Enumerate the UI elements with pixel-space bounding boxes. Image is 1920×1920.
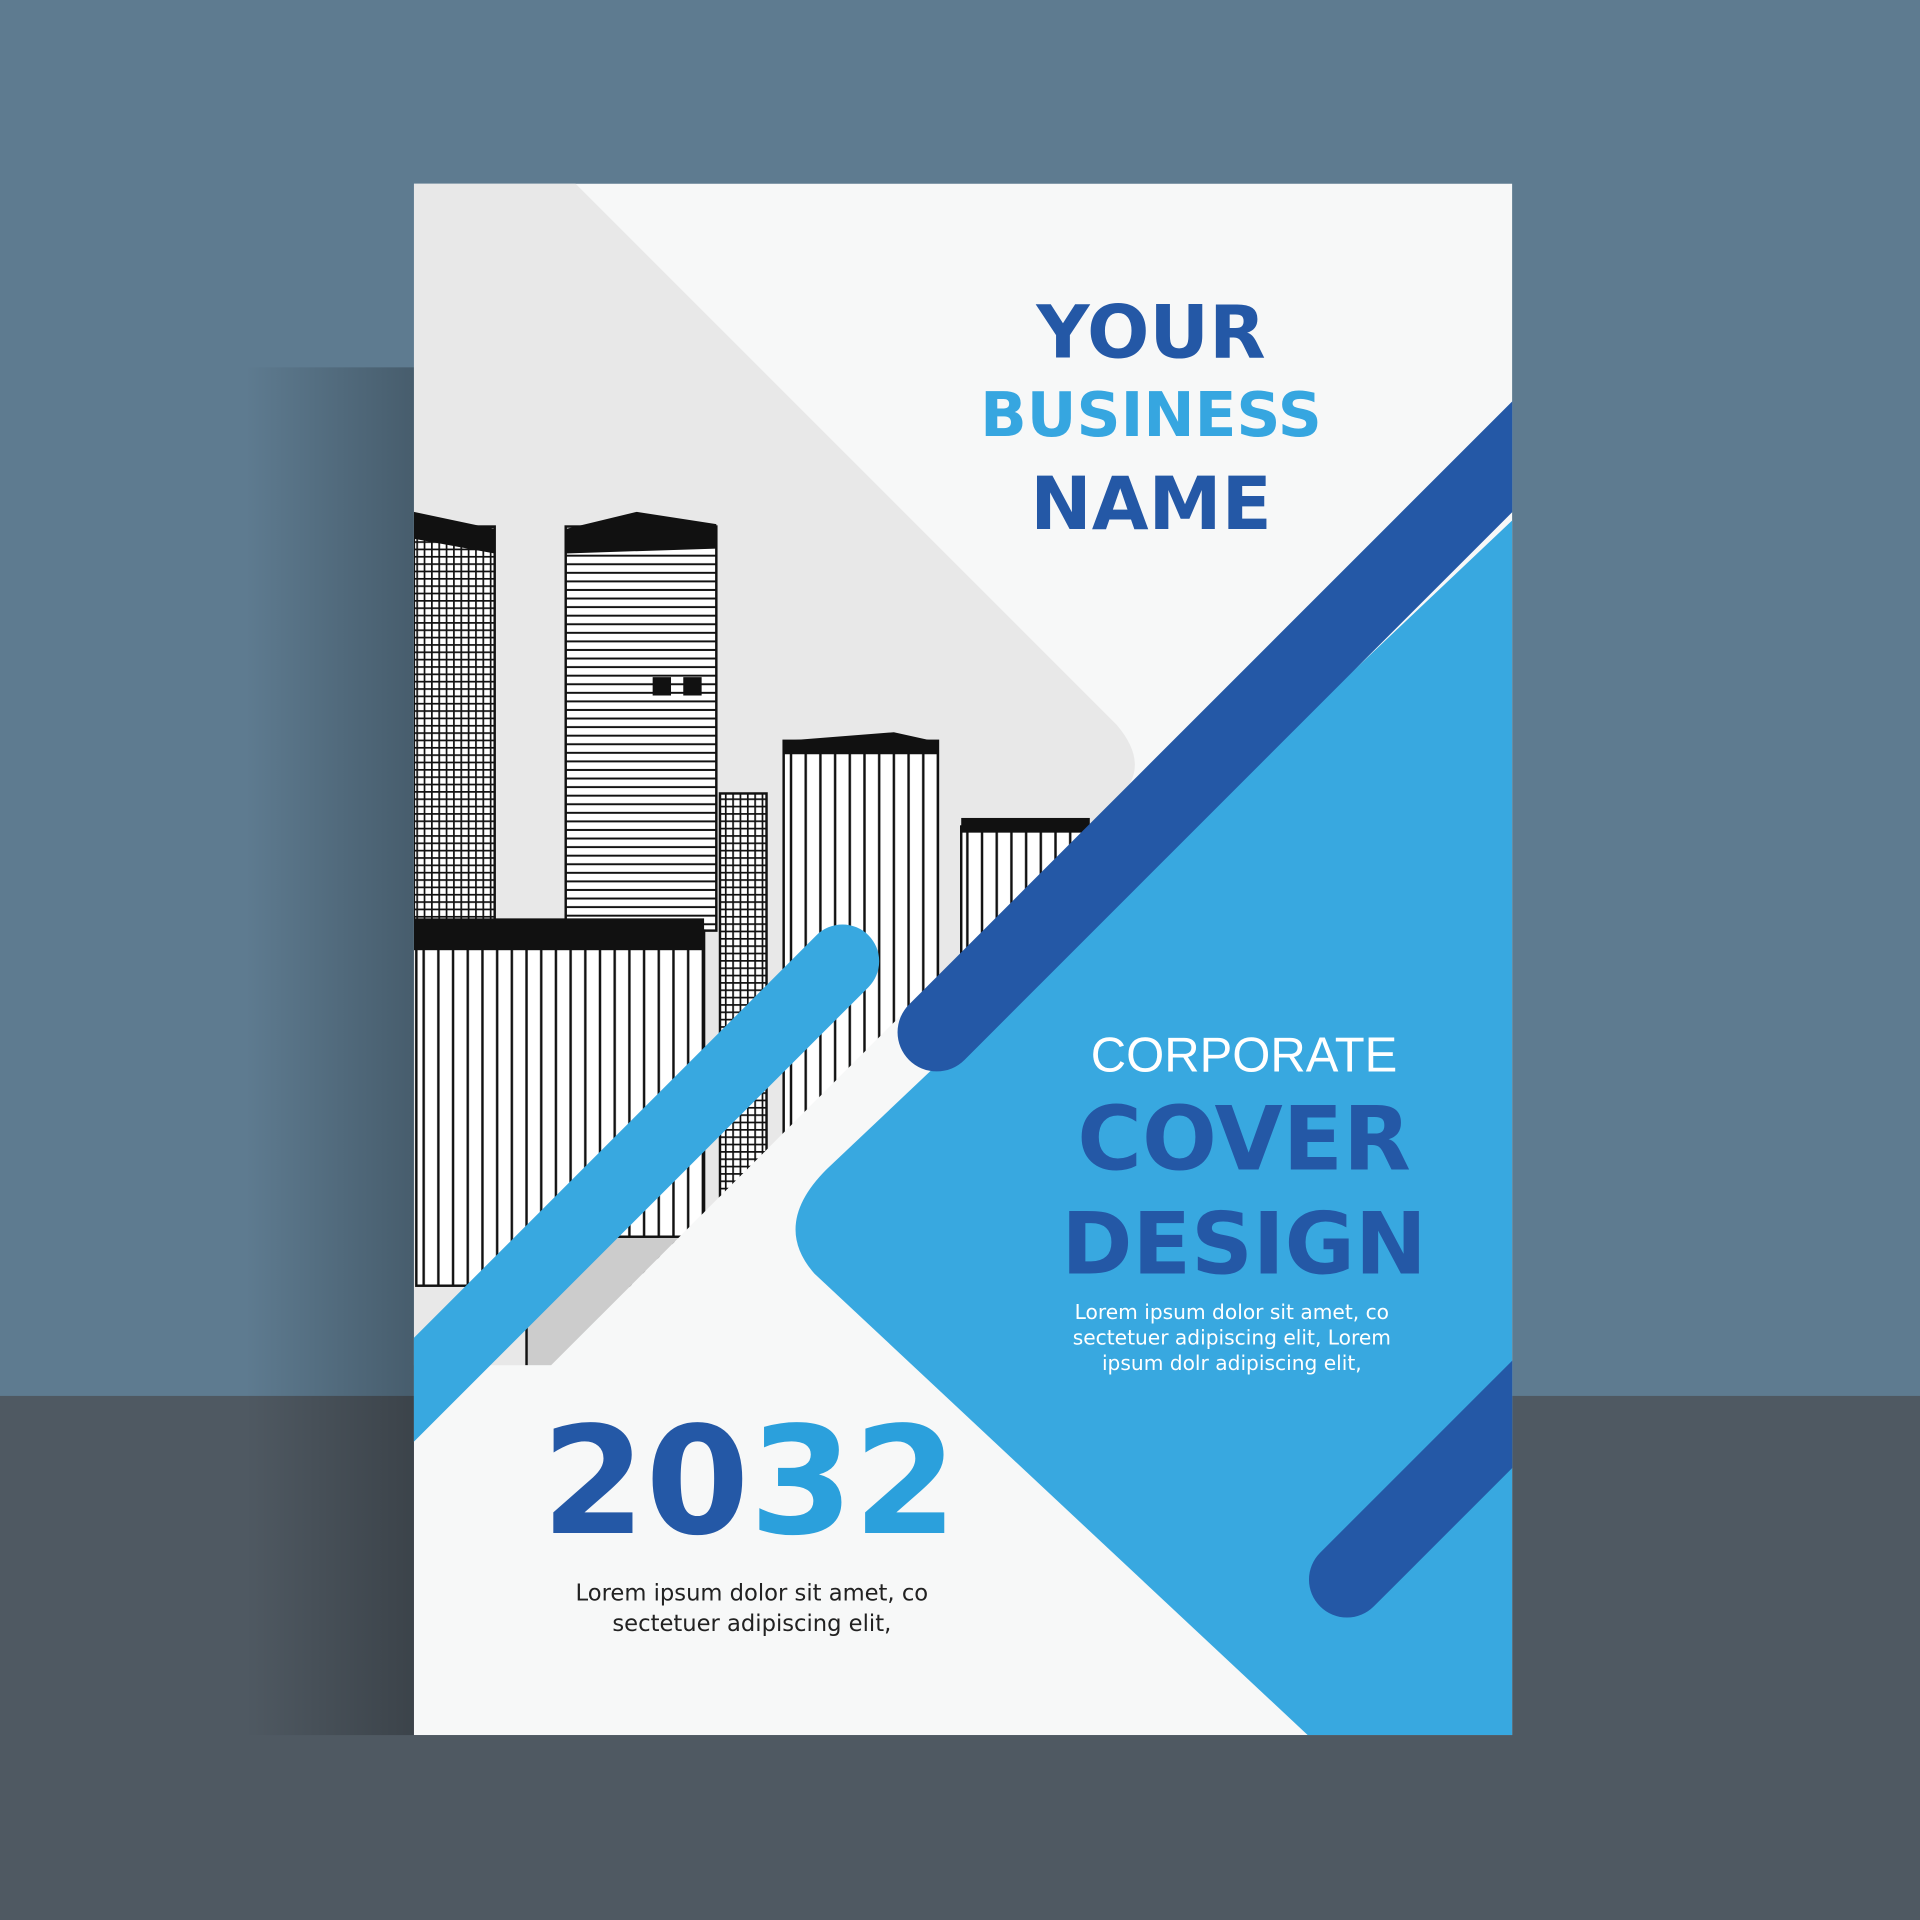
light-blue-panel — [795, 520, 1513, 1736]
footer-line: sectetuer adipiscing elit, — [612, 1611, 891, 1637]
building-roof — [413, 511, 495, 554]
blurb-line: sectetuer adipiscing elit, Lorem — [1073, 1325, 1391, 1349]
cover-shadow — [244, 367, 417, 1736]
building-roof — [783, 732, 938, 755]
subtitle-light: CORPORATE — [1091, 1028, 1398, 1082]
dark-blue-corner-stripe — [1308, 1360, 1513, 1618]
building-window — [683, 677, 702, 696]
building-roof — [961, 817, 1090, 833]
building-roof — [565, 511, 717, 554]
title-block: YOUR BUSINESS NAME — [980, 291, 1322, 547]
title-line-1: YOUR — [1035, 291, 1265, 376]
year-part-2: 32 — [749, 1395, 957, 1569]
subtitle-bold-1: COVER — [1077, 1087, 1411, 1190]
building — [413, 525, 496, 932]
year-part-1: 20 — [542, 1395, 750, 1569]
title-line-3: NAME — [1030, 462, 1272, 547]
building-roof — [413, 918, 705, 951]
subtitle-bold-2: DESIGN — [1061, 1194, 1426, 1294]
title-line-2: BUSINESS — [980, 380, 1322, 451]
blurb-line: Lorem ipsum dolor sit amet, co — [1075, 1300, 1389, 1324]
building-window — [652, 677, 672, 696]
building — [564, 525, 718, 932]
year-block: 2032 Lorem ipsum dolor sit amet, co sect… — [542, 1395, 958, 1637]
year: 2032 — [542, 1395, 958, 1569]
blurb-line: ipsum dolr adipiscing elit, — [1102, 1351, 1362, 1375]
book-cover — [413, 183, 1513, 1736]
subtitle-block: CORPORATE COVER DESIGN Lorem ipsum dolor… — [1061, 1028, 1426, 1375]
light-blue-stripe — [413, 924, 880, 1442]
footer-line: Lorem ipsum dolor sit amet, co — [576, 1580, 929, 1606]
dark-blue-stripe — [897, 401, 1513, 1072]
